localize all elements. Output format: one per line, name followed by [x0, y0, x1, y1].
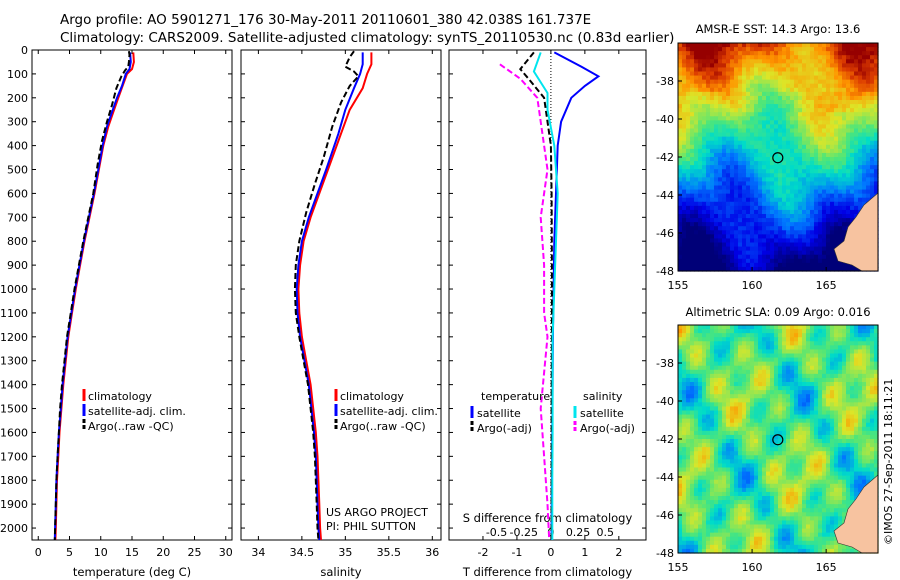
difference-series-satellite — [532, 52, 559, 540]
y-tick-label: 600 — [7, 187, 28, 200]
y-tick-label: 700 — [7, 211, 28, 224]
sla-map-y-tick-label: -42 — [656, 433, 674, 446]
y-tick-label: 100 — [7, 68, 28, 81]
sst-map-x-tick-label: 160 — [742, 279, 763, 292]
temperature-legend-label: climatology — [88, 390, 152, 403]
salinity-x-tick-label: -0.5 — [486, 526, 507, 539]
temperature-x-tick-label: 25 — [188, 546, 202, 559]
salinity-legend-label: satellite-adj. clim. — [340, 405, 438, 418]
sst-map-x-tick-label: 165 — [816, 279, 837, 292]
y-tick-label: 800 — [7, 235, 28, 248]
y-tick-label: 1700 — [0, 450, 28, 463]
salinity-x-tick-label: 34 — [251, 546, 265, 559]
sla-map-y-tick-label: -40 — [656, 395, 674, 408]
diff-legend-label: Argo(-adj) — [580, 422, 635, 435]
y-tick-label: 0 — [21, 44, 28, 57]
y-tick-label: 2000 — [0, 522, 28, 535]
sst-map-y-tick-label: -44 — [656, 189, 674, 202]
sla-map-title: Altimetric SLA: 0.09 Argo: 0.016 — [685, 305, 870, 319]
temperature-x-tick-label: 30 — [219, 546, 233, 559]
y-tick-label: 400 — [7, 140, 28, 153]
salinity-x-tick-label: 34.5 — [290, 546, 315, 559]
salinity-x-tick-label: 35 — [338, 546, 352, 559]
difference-frame — [448, 49, 647, 541]
temperature-x-axis-label: temperature (deg C) — [73, 565, 191, 579]
sst-map-y-tick-label: -40 — [656, 113, 674, 126]
temperature-x-tick-label: 15 — [125, 546, 139, 559]
sst-map-y-tick-label: -38 — [656, 75, 674, 88]
sla-map-y-tick-label: -44 — [656, 471, 674, 484]
sla-map-y-tick-label: -48 — [656, 547, 674, 560]
sla-map-float-marker — [772, 434, 784, 446]
y-tick-label: 900 — [7, 259, 28, 272]
sst-map-y-tick-label: -46 — [656, 227, 674, 240]
difference-x-tick-label: 2 — [615, 546, 622, 559]
sst-map-title: AMSR-E SST: 14.3 Argo: 13.6 — [696, 22, 861, 36]
sst-map-y-tick-label: -48 — [656, 265, 674, 278]
salinity-series-climatology — [297, 52, 373, 541]
y-tick-label: 1500 — [0, 403, 28, 416]
diff-legend-label: Argo(-adj) — [477, 422, 532, 435]
salinity-x-tick-label: 35.5 — [377, 546, 402, 559]
y-tick-label: 1900 — [0, 498, 28, 511]
difference-series-argo-adj- — [499, 63, 551, 541]
salinity-legend-label: Argo(..raw -QC) — [340, 420, 426, 433]
y-tick-label: 1000 — [0, 283, 28, 296]
diff-legend-label: satellite — [580, 407, 624, 420]
salinity-series-argo-raw-qc- — [293, 50, 360, 541]
temperature-x-tick-label: 5 — [66, 546, 73, 559]
credit-text: ©IMOS 27-Sep-2011 18:11:21 — [882, 378, 895, 545]
salinity-x-tick-label: 0.5 — [596, 526, 614, 539]
sla-map-y-tick-label: -38 — [656, 357, 674, 370]
figure-title-line1: Argo profile: AO 5901271_176 30-May-2011… — [60, 12, 592, 28]
y-tick-label: 1600 — [0, 426, 28, 439]
salinity-x-tick-label: 36 — [425, 546, 439, 559]
y-tick-label: 1100 — [0, 307, 28, 320]
y-tick-label: 200 — [7, 92, 28, 105]
temperature-legend-label: satellite-adj. clim. — [88, 405, 186, 418]
y-tick-label: 500 — [7, 164, 28, 177]
sst-map-field — [678, 43, 879, 272]
sla-map-x-tick-label: 165 — [816, 561, 837, 574]
y-tick-label: 1300 — [0, 355, 28, 368]
sla-map-field — [678, 325, 879, 554]
difference-x-axis-label: T difference from climatology — [462, 565, 633, 579]
salinity-x-tick-label: 0.25 — [566, 526, 591, 539]
sst-map-x-tick-label: 155 — [668, 279, 689, 292]
legend-title-salinity: salinity — [583, 390, 623, 403]
temperature-frame — [31, 49, 233, 541]
y-tick-label: 1400 — [0, 379, 28, 392]
sla-map-x-tick-label: 155 — [668, 561, 689, 574]
temperature-x-tick-label: 20 — [156, 546, 170, 559]
diff-legend-label: satellite — [477, 407, 521, 420]
salinity-legend-label: climatology — [340, 390, 404, 403]
salinity-x-axis-label: salinity — [320, 565, 361, 579]
legend-title-temperature: temperature — [481, 390, 550, 403]
y-tick-label: 1200 — [0, 331, 28, 344]
sla-map-y-tick-label: -46 — [656, 509, 674, 522]
y-tick-label: 300 — [7, 116, 28, 129]
y-tick-label: 1800 — [0, 474, 28, 487]
temperature-x-tick-label: 10 — [94, 546, 108, 559]
project-label: US ARGO PROJECT — [326, 506, 428, 519]
difference-x-tick-label: 0 — [547, 546, 554, 559]
sst-map-float-marker — [772, 152, 784, 164]
difference-x-tick-label: -2 — [477, 546, 488, 559]
figure-title-line2: Climatology: CARS2009. Satellite-adjuste… — [60, 30, 675, 46]
difference-x-tick-label: -1 — [511, 546, 522, 559]
difference-x-tick-label: 1 — [581, 546, 588, 559]
temperature-legend-label: Argo(..raw -QC) — [88, 420, 174, 433]
sst-map-y-tick-label: -42 — [656, 151, 674, 164]
salinity-x-tick-label: -0.25 — [509, 526, 537, 539]
pi-label: PI: PHIL SUTTON — [326, 520, 416, 533]
temperature-series-argo-raw-qc- — [53, 51, 131, 541]
sla-map-x-tick-label: 160 — [742, 561, 763, 574]
temperature-x-tick-label: 0 — [35, 546, 42, 559]
